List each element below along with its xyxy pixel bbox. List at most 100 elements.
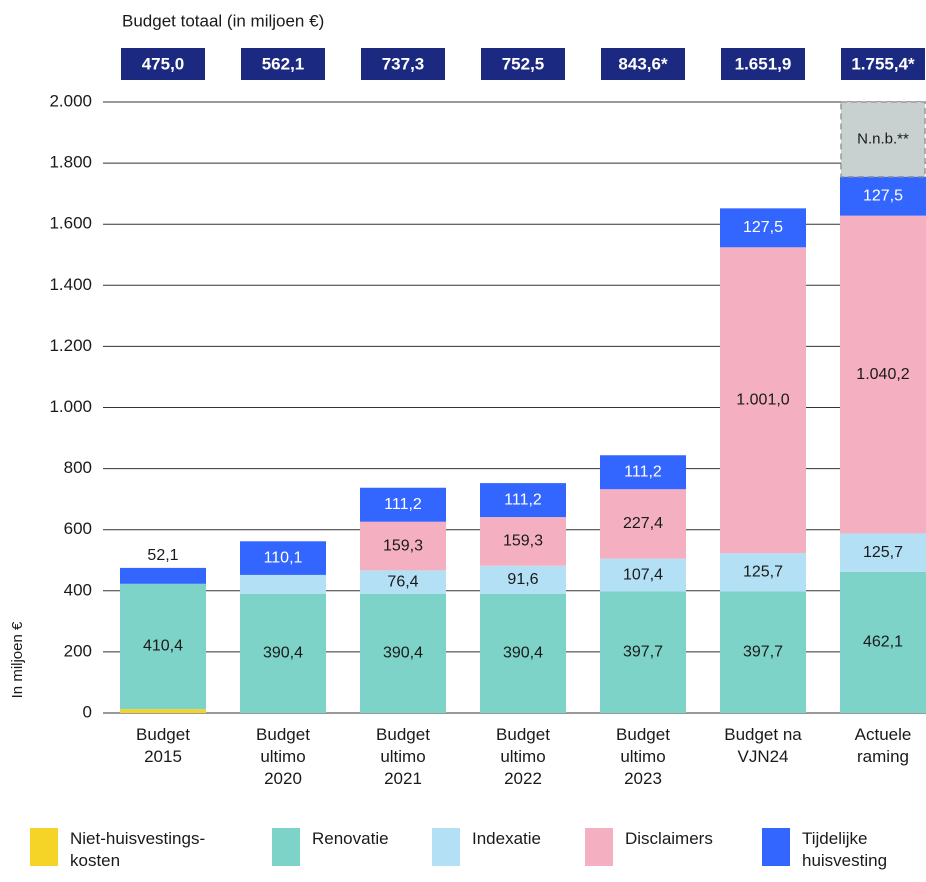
bar-segment <box>240 574 326 594</box>
value-label: 390,4 <box>383 645 423 662</box>
x-tick-label: Actuele raming <box>854 725 912 766</box>
y-tick-label: 1.200 <box>49 336 92 355</box>
y-tick-label: 1.400 <box>49 275 92 294</box>
value-label: 110,1 <box>264 549 303 566</box>
legend-swatch <box>30 828 58 866</box>
bar-segment <box>720 591 806 713</box>
legend-label: Niet-huisvestings-kosten <box>70 829 206 870</box>
value-label: 127,5 <box>743 219 783 236</box>
bar-segment <box>120 567 206 584</box>
y-tick-label: 2.000 <box>49 91 92 110</box>
legend-swatch <box>272 828 300 866</box>
y-tick-label: 0 <box>83 702 92 721</box>
bar-segment <box>720 553 806 592</box>
bar-segment <box>600 591 686 713</box>
value-label: 397,7 <box>743 643 783 660</box>
value-label: 390,4 <box>263 645 303 662</box>
legend-item: Disclaimers <box>585 828 735 866</box>
value-label: 111,2 <box>624 463 662 480</box>
bar-segment <box>840 176 926 216</box>
x-tick-label: Budget ultimo 2022 <box>496 725 550 788</box>
unknown-label: N.n.b.** <box>857 130 909 147</box>
bar-segment <box>360 487 446 522</box>
value-label: 410,4 <box>143 638 183 655</box>
total-box <box>361 48 445 80</box>
y-axis-label: In miljoen € <box>9 621 26 698</box>
value-label: 125,7 <box>863 544 903 561</box>
bar-segment <box>240 593 326 713</box>
value-label: 1.040,2 <box>856 366 909 383</box>
bar-segment <box>360 521 446 571</box>
value-label: 227,4 <box>623 515 663 532</box>
legend-swatch <box>585 828 613 866</box>
x-tick-label: Budget ultimo 2021 <box>376 725 430 788</box>
bar-segment <box>720 208 806 248</box>
value-label: 127,5 <box>863 187 903 204</box>
total-label: 843,6* <box>618 54 668 73</box>
y-tick-label: 400 <box>64 580 92 599</box>
bar-segment <box>600 558 686 592</box>
bar-segment <box>840 533 926 572</box>
total-label: 737,3 <box>382 54 425 73</box>
value-label: 111,2 <box>504 491 542 508</box>
value-label: 159,3 <box>503 533 543 550</box>
bar-segment <box>360 593 446 713</box>
legend-label: Disclaimers <box>625 829 713 848</box>
value-label: 397,7 <box>623 643 663 660</box>
bar-segment <box>480 517 566 566</box>
bar-segment <box>600 489 686 559</box>
value-label: 1.001,0 <box>736 391 789 408</box>
value-label: 159,3 <box>383 537 423 554</box>
value-label: 390,4 <box>503 645 543 662</box>
bar-segment <box>120 709 206 713</box>
total-box <box>721 48 805 80</box>
x-tick-label: Budget na VJN24 <box>724 725 802 766</box>
x-tick-label: Budget ultimo 2020 <box>256 725 310 788</box>
y-tick-label: 1.800 <box>49 153 92 172</box>
y-tick-label: 600 <box>64 519 92 538</box>
total-label: 752,5 <box>502 54 545 73</box>
value-label: 462,1 <box>863 634 903 651</box>
totals-title: Budget totaal (in miljoen €) <box>122 11 324 30</box>
y-tick-label: 1.600 <box>49 214 92 233</box>
total-box <box>481 48 565 80</box>
value-label: 107,4 <box>623 566 663 583</box>
y-tick-label: 800 <box>64 458 92 477</box>
total-box <box>121 48 205 80</box>
bar-segment <box>480 565 566 594</box>
x-tick-label: Budget ultimo 2023 <box>616 725 670 788</box>
legend-item: Niet-huisvestings-kosten <box>30 828 230 872</box>
total-label: 562,1 <box>262 54 305 73</box>
y-tick-label: 1.000 <box>49 397 92 416</box>
value-label: 111,2 <box>384 496 422 513</box>
bar-segment <box>840 215 926 534</box>
legend-item: Renovatie <box>272 828 412 866</box>
total-box <box>241 48 325 80</box>
bar-segment <box>120 583 206 710</box>
bar-segment <box>240 541 326 575</box>
bar-segment <box>600 455 686 490</box>
legend-label: Renovatie <box>312 829 389 848</box>
total-label: 1.755,4* <box>851 54 915 73</box>
x-tick-label: Budget 2015 <box>136 725 190 766</box>
legend-swatch <box>432 828 460 866</box>
legend-swatch <box>762 828 790 866</box>
legend-label: Tijdelijke huisvesting <box>802 829 888 870</box>
bar-segment <box>360 570 446 594</box>
value-label: 52,1 <box>147 547 178 564</box>
legend-item: Indexatie <box>432 828 562 866</box>
unknown-segment <box>840 101 926 178</box>
bar-segment <box>840 571 926 713</box>
y-tick-label: 200 <box>64 641 92 660</box>
total-box <box>601 48 685 80</box>
bar-segment <box>480 483 566 518</box>
total-label: 1.651,9 <box>735 54 792 73</box>
legend-item: Tijdelijke huisvesting <box>762 828 922 872</box>
value-label: 125,7 <box>743 564 783 581</box>
bar-segment <box>480 593 566 713</box>
bar-segment <box>720 247 806 554</box>
value-label: 91,6 <box>507 571 538 588</box>
legend-label: Indexatie <box>472 829 541 848</box>
